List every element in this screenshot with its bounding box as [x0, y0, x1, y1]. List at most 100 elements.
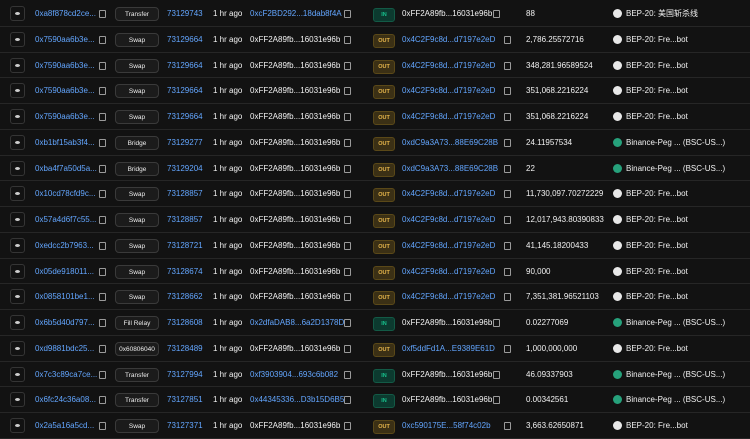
to-address[interactable]: 0xc590175E...58f74c02b — [402, 421, 491, 430]
preview-button[interactable] — [10, 109, 25, 124]
copy-icon[interactable] — [99, 241, 106, 250]
block-number[interactable]: 73128857 — [167, 215, 203, 224]
copy-icon[interactable] — [99, 61, 106, 70]
copy-icon[interactable] — [344, 190, 351, 199]
preview-button[interactable] — [10, 134, 25, 150]
copy-icon[interactable] — [504, 293, 511, 302]
block-number[interactable]: 73128662 — [167, 292, 203, 302]
copy-icon[interactable] — [99, 138, 106, 147]
copy-icon[interactable] — [493, 319, 500, 327]
tx-hash[interactable]: 0xb1bf15ab3f4... — [35, 137, 95, 147]
preview-button[interactable] — [10, 6, 25, 21]
block-number[interactable]: 73128489 — [167, 343, 203, 353]
block-number[interactable]: 73129743 — [167, 9, 203, 18]
preview-button[interactable] — [10, 392, 25, 408]
preview-button[interactable] — [10, 57, 25, 73]
preview-button[interactable] — [10, 160, 25, 176]
copy-icon[interactable] — [344, 319, 351, 327]
copy-icon[interactable] — [504, 164, 511, 173]
copy-icon[interactable] — [493, 10, 500, 18]
copy-icon[interactable] — [504, 241, 511, 250]
token-name[interactable]: BEP-20: Fre...bot — [626, 34, 688, 44]
token-name[interactable]: Binance-Peg ... (BSC-US...) — [626, 369, 726, 379]
preview-button[interactable] — [10, 289, 25, 305]
copy-icon[interactable] — [99, 370, 106, 379]
token-name[interactable]: BEP-20: Fre...bot — [626, 266, 688, 276]
copy-icon[interactable] — [99, 344, 106, 353]
token-name[interactable]: BEP-20: Fre...bot — [626, 421, 688, 430]
to-address[interactable]: 0x4C2F9c8d...d7197e2eD — [402, 60, 496, 70]
copy-icon[interactable] — [344, 138, 351, 147]
copy-icon[interactable] — [344, 370, 351, 379]
preview-button[interactable] — [10, 315, 25, 330]
from-address[interactable]: 0xcF2BD292...18dab8f4A — [250, 9, 342, 18]
copy-icon[interactable] — [99, 293, 106, 302]
block-number[interactable]: 73127851 — [167, 395, 203, 405]
to-address[interactable]: 0x4C2F9c8d...d7197e2eD — [402, 240, 496, 250]
to-address[interactable]: 0xf5ddFd1A...E9389E61D — [402, 343, 495, 353]
preview-button[interactable] — [10, 83, 25, 99]
copy-icon[interactable] — [504, 190, 511, 199]
copy-icon[interactable] — [99, 422, 106, 430]
preview-button[interactable] — [10, 31, 25, 47]
token-name[interactable]: BEP-20: Fre...bot — [626, 240, 688, 250]
token-name[interactable]: BEP-20: 美国斩杀线 — [626, 9, 699, 18]
preview-button[interactable] — [10, 340, 25, 356]
token-name[interactable]: BEP-20: Fre...bot — [626, 343, 688, 353]
copy-icon[interactable] — [504, 113, 511, 121]
to-address[interactable]: 0x4C2F9c8d...d7197e2eD — [402, 266, 496, 276]
copy-icon[interactable] — [99, 267, 106, 276]
copy-icon[interactable] — [504, 422, 511, 430]
copy-icon[interactable] — [344, 396, 351, 405]
tx-hash[interactable]: 0x05de918011... — [35, 266, 95, 276]
tx-hash[interactable]: 0x57a4d6f7c55... — [35, 215, 97, 224]
copy-icon[interactable] — [344, 216, 351, 224]
token-name[interactable]: BEP-20: Fre...bot — [626, 215, 688, 224]
token-name[interactable]: BEP-20: Fre...bot — [626, 86, 688, 96]
copy-icon[interactable] — [504, 138, 511, 147]
block-number[interactable]: 73127994 — [167, 369, 203, 379]
preview-button[interactable] — [10, 237, 25, 253]
copy-icon[interactable] — [344, 267, 351, 276]
tx-hash[interactable]: 0x6fc24c36a08... — [35, 395, 96, 405]
copy-icon[interactable] — [504, 87, 511, 96]
copy-icon[interactable] — [344, 241, 351, 250]
preview-button[interactable] — [10, 366, 25, 382]
from-address[interactable]: 0xf3903904...693c6b082 — [250, 369, 339, 379]
copy-icon[interactable] — [344, 113, 351, 121]
copy-icon[interactable] — [344, 35, 351, 44]
tx-hash[interactable]: 0x7590aa6b3e... — [35, 112, 95, 121]
block-number[interactable]: 73129204 — [167, 163, 203, 173]
copy-icon[interactable] — [504, 35, 511, 44]
block-number[interactable]: 73127371 — [167, 421, 203, 430]
copy-icon[interactable] — [504, 61, 511, 70]
block-number[interactable]: 73129664 — [167, 86, 203, 96]
block-number[interactable]: 73128857 — [167, 189, 203, 199]
copy-icon[interactable] — [99, 164, 106, 173]
copy-icon[interactable] — [99, 113, 106, 121]
block-number[interactable]: 73128674 — [167, 266, 203, 276]
copy-icon[interactable] — [504, 344, 511, 353]
tx-hash[interactable]: 0x0858101be1... — [35, 292, 95, 302]
copy-icon[interactable] — [344, 87, 351, 96]
copy-icon[interactable] — [344, 422, 351, 430]
tx-hash[interactable]: 0x2a5a16a5cd... — [35, 421, 95, 430]
from-address[interactable]: 0x2dfaDAB8...6a2D1378D — [250, 318, 345, 327]
token-name[interactable]: Binance-Peg ... (BSC-US...) — [626, 163, 726, 173]
to-address[interactable]: 0x4C2F9c8d...d7197e2eD — [402, 86, 496, 96]
copy-icon[interactable] — [504, 267, 511, 276]
token-name[interactable]: BEP-20: Fre...bot — [626, 189, 688, 199]
preview-button[interactable] — [10, 212, 25, 227]
tx-hash[interactable]: 0x7590aa6b3e... — [35, 34, 95, 44]
block-number[interactable]: 73129277 — [167, 137, 203, 147]
block-number[interactable]: 73128721 — [167, 240, 203, 250]
copy-icon[interactable] — [344, 164, 351, 173]
copy-icon[interactable] — [99, 319, 106, 327]
to-address[interactable]: 0x4C2F9c8d...d7197e2eD — [402, 112, 496, 121]
copy-icon[interactable] — [344, 10, 351, 18]
from-address[interactable]: 0x44345336...D3b15D6B5 — [250, 395, 345, 405]
tx-hash[interactable]: 0x7590aa6b3e... — [35, 60, 95, 70]
block-number[interactable]: 73129664 — [167, 112, 203, 121]
copy-icon[interactable] — [493, 370, 500, 379]
tx-hash[interactable]: 0x7c3c89ca7ce... — [35, 369, 98, 379]
